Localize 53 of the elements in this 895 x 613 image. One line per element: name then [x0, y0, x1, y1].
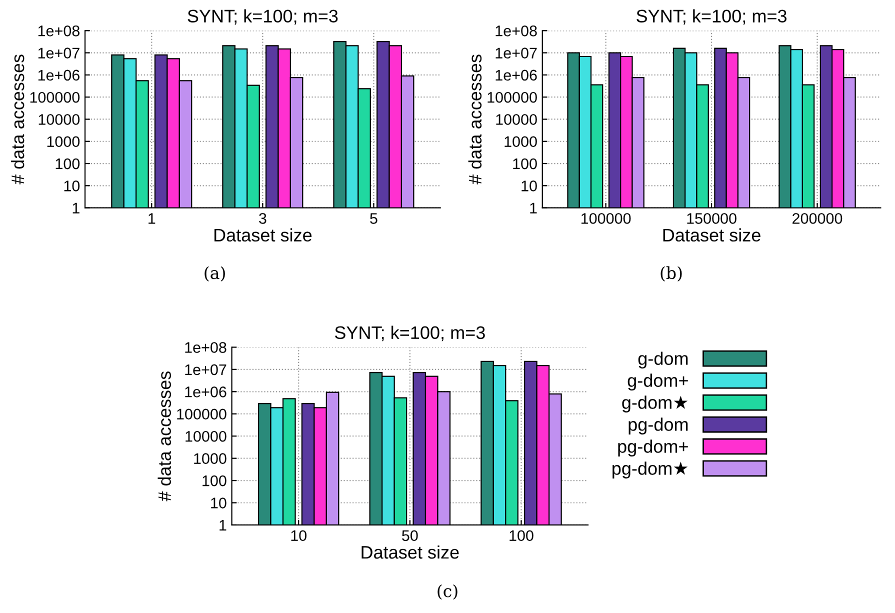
y-tick-label: 1e+07: [38, 48, 80, 58]
y-tick-label: 1e+08: [38, 26, 80, 36]
y-tick-label: 1e+08: [496, 26, 537, 36]
legend-label: pg-dom★: [612, 462, 688, 478]
y-tick-label: 100: [56, 158, 80, 170]
x-tick-label: 10: [291, 530, 306, 542]
y-tick-label: 1000: [47, 136, 80, 148]
text: (a): [204, 266, 225, 282]
text: (b): [660, 266, 682, 282]
y-tick-label: 1e+07: [185, 364, 226, 376]
y-tick-label: 1000: [194, 453, 226, 464]
y-tick-label: 10000: [186, 430, 226, 442]
x-axis-title: Dataset size: [663, 228, 760, 242]
x-tick-label: 100000: [581, 213, 631, 224]
y-tick-label: 1: [220, 520, 226, 531]
x-axis-title: Dataset size: [362, 545, 459, 559]
x-axis-title: Dataset size: [214, 228, 312, 242]
y-axis-title: # data accesses: [158, 371, 172, 502]
y-tick-label: 1e+06: [38, 70, 80, 81]
y-tick-label: 100000: [177, 408, 226, 420]
legend-label: g-dom★: [622, 396, 688, 412]
x-tick-label: 150000: [687, 213, 736, 224]
y-tick-label: 1e+07: [496, 48, 537, 58]
y-tick-label: 100: [513, 158, 537, 170]
legend-label: g-dom+: [628, 374, 688, 391]
y-tick-label: 1e+06: [185, 386, 226, 398]
text: (c): [438, 584, 458, 600]
chart-title: SYNT; k=100; m=3: [334, 326, 485, 342]
y-axis-title: # data accesses: [468, 54, 482, 184]
y-axis-title: # data accesses: [10, 54, 24, 184]
y-tick-label: 10000: [38, 114, 80, 125]
legend-label: g-dom: [638, 352, 688, 369]
y-tick-label: 1e+06: [496, 70, 537, 81]
x-tick-label: 200000: [792, 213, 842, 224]
chart-title: SYNT; k=100; m=3: [636, 9, 786, 25]
y-tick-label: 10: [522, 180, 537, 192]
y-tick-label: 10: [211, 498, 226, 508]
x-tick-label: 3: [259, 213, 266, 224]
y-tick-label: 1e+08: [185, 342, 226, 353]
y-tick-label: 100000: [30, 92, 80, 103]
chart-title: SYNT; k=100; m=3: [188, 9, 338, 25]
x-tick-label: 1: [148, 213, 156, 224]
x-tick-label: 5: [370, 213, 378, 224]
y-tick-label: 1: [530, 202, 537, 214]
y-tick-label: 10000: [496, 114, 537, 125]
legend-label: pg-dom+: [618, 440, 688, 456]
y-tick-label: 100: [202, 475, 226, 486]
x-tick-label: 50: [402, 530, 418, 542]
legend-label: pg-dom: [628, 418, 688, 434]
y-tick-label: 1: [72, 202, 80, 214]
y-tick-label: 1000: [504, 136, 537, 148]
y-tick-label: 10: [64, 180, 80, 192]
y-tick-label: 100000: [488, 92, 537, 103]
